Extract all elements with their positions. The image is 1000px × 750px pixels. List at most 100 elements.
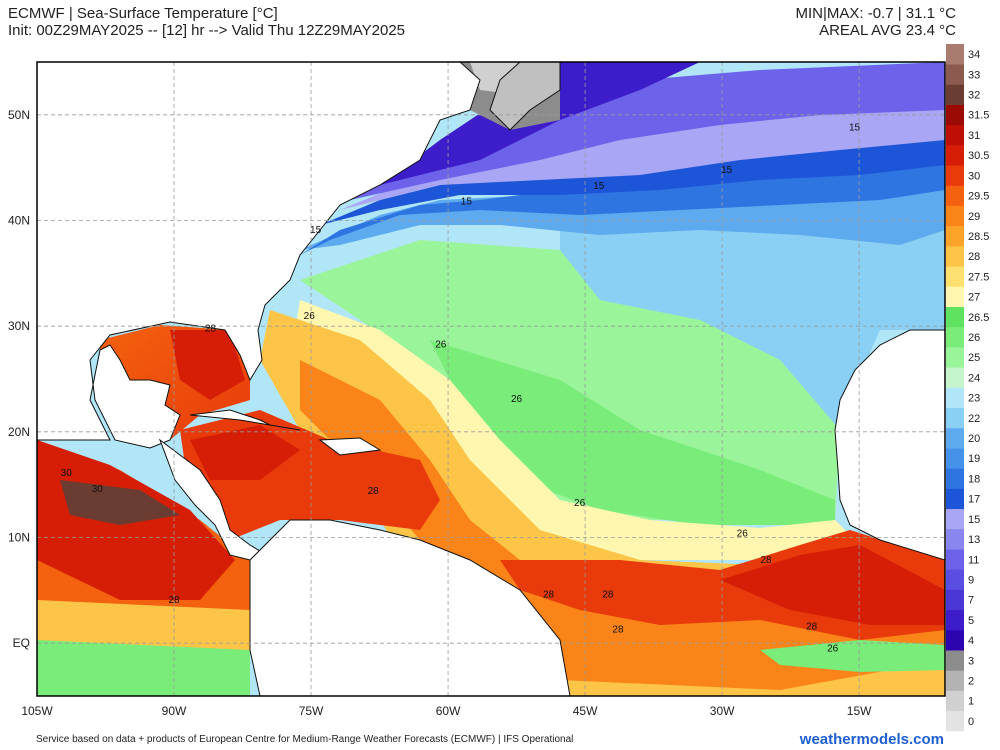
colorbar-swatch bbox=[946, 650, 964, 671]
colorbar-swatch bbox=[946, 225, 964, 247]
colorbar-swatch bbox=[946, 205, 964, 227]
pacific-27c-band bbox=[37, 600, 250, 650]
zone-11c bbox=[350, 62, 945, 200]
colorbar-swatch bbox=[946, 266, 964, 287]
colorbar-tick-label: 30.5 bbox=[968, 150, 989, 162]
colorbar-tick-label: 25 bbox=[968, 352, 980, 364]
colorbar-swatch bbox=[946, 44, 964, 65]
init-valid-line: Init: 00Z29MAY2025 -- [12] hr --> Valid … bbox=[8, 22, 406, 39]
latitude-labels: 50N 40N 30N 20N 10N EQ bbox=[8, 108, 30, 650]
zone-29c bbox=[720, 545, 945, 625]
colorbar-tick-label: 17 bbox=[968, 494, 980, 506]
colorbar-swatch bbox=[946, 508, 964, 530]
colorbar-swatch bbox=[946, 609, 964, 631]
contour-label: 26 bbox=[737, 528, 749, 539]
colorbar-tick-label: 9 bbox=[968, 574, 974, 586]
colorbar-swatch bbox=[946, 64, 964, 85]
colorbar-tick-label: 26 bbox=[968, 332, 980, 344]
contour-label: 26 bbox=[304, 311, 316, 322]
pacific-30c-patch bbox=[60, 480, 180, 525]
latitude-label: 10N bbox=[8, 531, 30, 545]
map-title-block: ECMWF | Sea-Surface Temperature [°C] Ini… bbox=[8, 5, 405, 39]
contour-label: 15 bbox=[721, 165, 733, 176]
colorbar-swatch bbox=[946, 629, 964, 651]
colorbar-swatch bbox=[946, 246, 964, 267]
latitude-label: EQ bbox=[13, 636, 30, 650]
zone-24c bbox=[300, 240, 840, 520]
contour-label: 28 bbox=[543, 590, 555, 601]
brand-link[interactable]: weathermodels.com bbox=[799, 731, 944, 748]
contour-label: 26 bbox=[511, 394, 523, 405]
colorbar-swatch bbox=[946, 306, 964, 328]
africa bbox=[834, 329, 945, 561]
colorbar-tick-label: 34 bbox=[968, 49, 980, 61]
colorbar-tick-label: 26.5 bbox=[968, 312, 989, 324]
latitude-label: 50N bbox=[8, 108, 30, 122]
contour-label: 28 bbox=[612, 625, 624, 636]
colorbar-swatch bbox=[946, 569, 964, 590]
colorbar-swatch bbox=[946, 488, 964, 510]
longitude-label: 45W bbox=[573, 704, 598, 718]
colorbar-tick-label: 15 bbox=[968, 514, 980, 526]
longitude-labels: 105W 90W 75W 60W 45W 30W 15W bbox=[21, 704, 872, 718]
contour-label: 28 bbox=[168, 595, 180, 606]
latitude-label: 20N bbox=[8, 425, 30, 439]
contour-label: 30 bbox=[61, 468, 73, 479]
south-america bbox=[249, 519, 571, 696]
colorbar-tick-label: 28 bbox=[968, 251, 980, 263]
colorbar-tick-label: 3 bbox=[968, 655, 974, 667]
colorbar-swatch bbox=[946, 468, 964, 489]
colorbar-swatch bbox=[946, 448, 964, 469]
map-frame bbox=[36, 61, 946, 697]
longitude-label: 15W bbox=[847, 704, 872, 718]
longitude-label: 90W bbox=[162, 704, 187, 718]
land-masses bbox=[37, 62, 945, 696]
colorbar-swatch bbox=[946, 690, 964, 712]
contour-label: 15 bbox=[849, 123, 861, 134]
colorbar-tick-label: 20 bbox=[968, 433, 980, 445]
colorbar-swatch bbox=[946, 710, 964, 732]
colorbar-tick-label: 29 bbox=[968, 211, 980, 223]
min-max-readout: MIN|MAX: -0.7 | 31.1 °C bbox=[795, 5, 956, 22]
colorbar-tick-label: 28.5 bbox=[968, 231, 989, 243]
map-title: ECMWF | Sea-Surface Temperature [°C] bbox=[8, 5, 278, 22]
colorbar-tick-label: 11 bbox=[968, 554, 979, 566]
colorbar-tick-label: 13 bbox=[968, 534, 980, 546]
colorbar-swatch bbox=[946, 124, 964, 146]
colorbar-tick-label: 1 bbox=[968, 696, 974, 708]
colorbar-swatch bbox=[946, 165, 964, 186]
colorbar: 0123457911131517181920222324252626.52727… bbox=[946, 44, 989, 732]
colorbar-swatch bbox=[946, 387, 964, 409]
longitude-label: 75W bbox=[299, 704, 324, 718]
latitude-label: 40N bbox=[8, 214, 30, 228]
colorbar-tick-label: 27.5 bbox=[968, 271, 989, 283]
contour-label: 26 bbox=[435, 339, 447, 350]
cuba bbox=[189, 409, 301, 431]
colorbar-tick-label: 2 bbox=[968, 675, 974, 687]
colorbar-tick-label: 27 bbox=[968, 292, 980, 304]
longitude-label: 30W bbox=[710, 704, 735, 718]
colorbar-swatch bbox=[946, 528, 964, 550]
colorbar-swatch bbox=[946, 104, 964, 126]
longitude-label: 105W bbox=[21, 704, 53, 718]
colorbar-tick-label: 7 bbox=[968, 595, 974, 607]
contour-label: 26 bbox=[574, 498, 586, 509]
contour-label: 15 bbox=[593, 181, 605, 192]
latitude-label: 30N bbox=[8, 319, 30, 333]
caribbean-warm-core bbox=[190, 425, 300, 480]
colorbar-swatch bbox=[946, 145, 964, 166]
longitude-label: 60W bbox=[436, 704, 461, 718]
atlantic-cold-tongue bbox=[760, 640, 945, 672]
colorbar-tick-label: 22 bbox=[968, 413, 980, 425]
colorbar-tick-label: 19 bbox=[968, 453, 980, 465]
colorbar-swatch bbox=[946, 286, 964, 307]
hispaniola bbox=[318, 437, 382, 456]
colorbar-swatch bbox=[946, 407, 964, 429]
data-credit: Service based on data + products of Euro… bbox=[36, 734, 574, 745]
colorbar-swatch bbox=[946, 367, 964, 388]
colorbar-swatch bbox=[946, 427, 964, 449]
contour-label: 28 bbox=[602, 590, 614, 601]
colorbar-swatch bbox=[946, 670, 964, 691]
contour-label: 28 bbox=[806, 621, 818, 632]
